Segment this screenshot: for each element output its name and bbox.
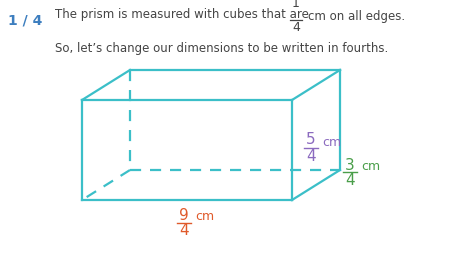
Text: 1 / 4: 1 / 4 xyxy=(8,13,42,27)
Text: cm: cm xyxy=(360,160,379,174)
Text: 9: 9 xyxy=(179,208,188,223)
Text: cm: cm xyxy=(194,209,213,222)
Text: So, let’s change our dimensions to be written in fourths.: So, let’s change our dimensions to be wr… xyxy=(55,42,388,55)
Text: 4: 4 xyxy=(344,173,354,188)
Text: cm on all edges.: cm on all edges. xyxy=(307,10,404,23)
Text: 1: 1 xyxy=(291,0,299,10)
Text: The prism is measured with cubes that are: The prism is measured with cubes that ar… xyxy=(55,8,308,21)
Text: 4: 4 xyxy=(291,21,299,34)
Text: 5: 5 xyxy=(305,132,315,147)
Text: 3: 3 xyxy=(344,158,354,173)
Text: cm: cm xyxy=(321,135,340,149)
Text: 4: 4 xyxy=(179,223,188,238)
Text: 4: 4 xyxy=(305,149,315,164)
